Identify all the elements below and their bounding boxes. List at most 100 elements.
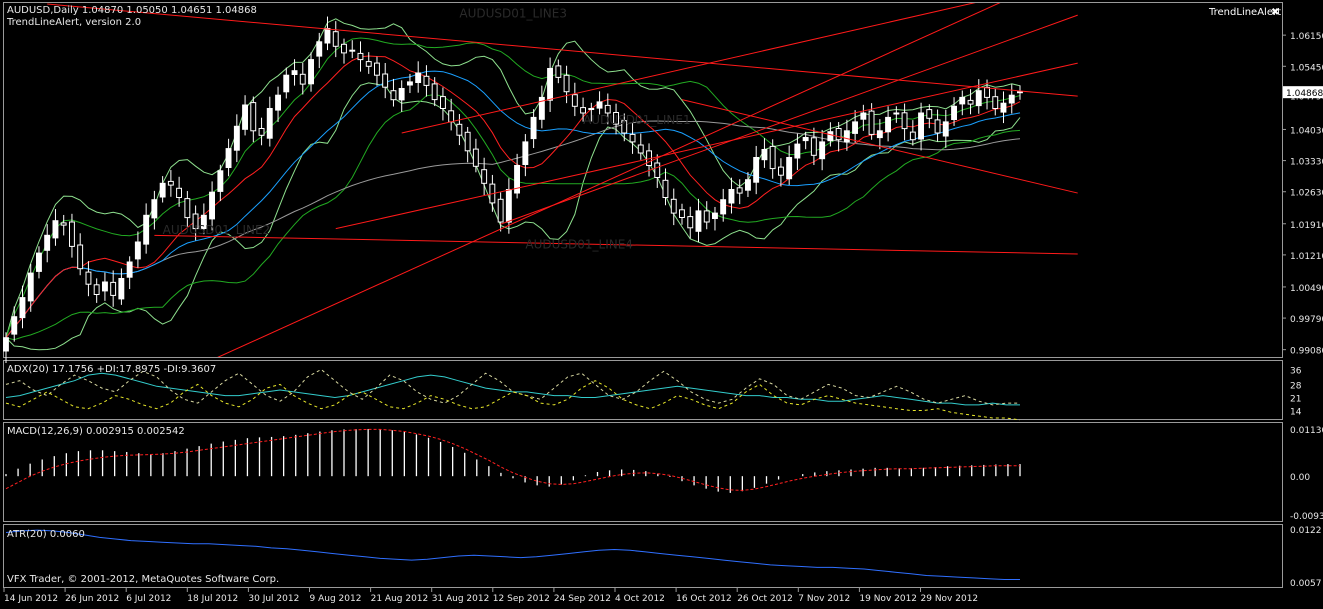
candle[interactable] (909, 131, 916, 141)
candle[interactable] (571, 94, 578, 107)
candle[interactable] (283, 74, 290, 93)
trendline[interactable] (681, 99, 1078, 194)
candle[interactable] (250, 102, 257, 132)
trendline[interactable] (212, 0, 1012, 360)
trendline[interactable] (401, 2, 979, 134)
candle[interactable] (308, 59, 315, 85)
candle[interactable] (860, 112, 867, 120)
candle[interactable] (901, 112, 908, 130)
candle[interactable] (357, 52, 364, 61)
candle[interactable] (291, 70, 298, 75)
candle[interactable] (167, 180, 174, 186)
candle[interactable] (934, 119, 941, 134)
candle[interactable] (341, 43, 347, 54)
candle[interactable] (596, 101, 603, 109)
candle[interactable] (316, 41, 323, 57)
candle[interactable] (200, 214, 207, 230)
candle[interactable] (1000, 102, 1007, 113)
candle[interactable] (786, 157, 793, 180)
candle[interactable] (93, 284, 100, 295)
candle[interactable] (926, 109, 933, 119)
candle[interactable] (530, 116, 537, 140)
candle[interactable] (85, 271, 92, 285)
candle[interactable] (11, 316, 18, 335)
close-icon[interactable]: ✖ (1271, 7, 1279, 18)
candle[interactable] (621, 120, 628, 134)
candle[interactable] (440, 96, 446, 109)
candle[interactable] (374, 62, 380, 76)
trendline[interactable] (500, 14, 1078, 225)
candle[interactable] (60, 222, 67, 226)
candle[interactable] (258, 128, 265, 136)
candle[interactable] (472, 148, 479, 167)
candle[interactable] (464, 131, 471, 152)
candle[interactable] (547, 68, 553, 101)
candle[interactable] (349, 49, 356, 52)
candle[interactable] (629, 133, 636, 143)
candle[interactable] (736, 187, 743, 194)
candle[interactable] (192, 213, 199, 230)
candle[interactable] (134, 241, 141, 260)
candle[interactable] (753, 157, 760, 183)
candle[interactable] (868, 110, 875, 135)
candle[interactable] (984, 86, 990, 98)
candle[interactable] (687, 216, 694, 229)
candle[interactable] (266, 108, 273, 139)
candle[interactable] (778, 166, 784, 176)
candle[interactable] (1008, 94, 1015, 104)
candle[interactable] (876, 130, 883, 139)
candle[interactable] (712, 212, 718, 220)
candle[interactable] (604, 104, 611, 114)
candle[interactable] (184, 198, 191, 219)
candle[interactable] (538, 96, 545, 120)
candle[interactable] (126, 261, 133, 278)
adx-pane[interactable] (5, 368, 1021, 421)
candle[interactable] (745, 179, 751, 191)
candle[interactable] (810, 137, 817, 156)
candle[interactable] (703, 210, 710, 223)
trendline[interactable] (154, 234, 1078, 255)
candle[interactable] (176, 187, 183, 199)
candle[interactable] (423, 75, 430, 86)
candle[interactable] (835, 128, 842, 141)
candle[interactable] (580, 107, 586, 114)
candle[interactable] (225, 148, 232, 169)
candle[interactable] (967, 99, 974, 105)
candle[interactable] (761, 149, 768, 161)
candle[interactable] (637, 144, 644, 154)
candle[interactable] (242, 104, 249, 130)
atr-pane[interactable] (5, 529, 1020, 580)
candle[interactable] (217, 170, 224, 192)
candle[interactable] (19, 297, 26, 319)
candle[interactable] (110, 281, 117, 296)
candle[interactable] (563, 74, 570, 93)
candle[interactable] (209, 191, 216, 220)
candle[interactable] (233, 125, 240, 151)
candle[interactable] (390, 90, 397, 101)
candle[interactable] (36, 252, 42, 272)
candle[interactable] (893, 112, 900, 115)
candle[interactable] (588, 108, 595, 110)
trendlines[interactable]: AUDUSD01_LINE3 AUDUSD01_LINE2 AUDUSD01_LIN… (47, 0, 1078, 360)
candle[interactable] (332, 31, 339, 47)
candle[interactable] (431, 83, 438, 101)
candle[interactable] (299, 73, 306, 85)
candle[interactable] (918, 112, 924, 140)
candle[interactable] (382, 73, 389, 88)
candle[interactable] (407, 81, 413, 86)
candle[interactable] (819, 141, 826, 160)
candle[interactable] (159, 182, 166, 198)
candle[interactable] (975, 90, 982, 107)
candle[interactable] (728, 189, 735, 204)
candle[interactable] (959, 96, 966, 105)
candle[interactable] (802, 137, 809, 142)
candle[interactable] (27, 272, 34, 302)
trendline[interactable] (47, 3, 1078, 97)
candle[interactable] (662, 179, 669, 199)
candle[interactable] (481, 169, 488, 184)
candle[interactable] (102, 281, 108, 292)
candle[interactable] (275, 94, 282, 111)
candle[interactable] (843, 130, 850, 143)
candle[interactable] (365, 61, 372, 67)
